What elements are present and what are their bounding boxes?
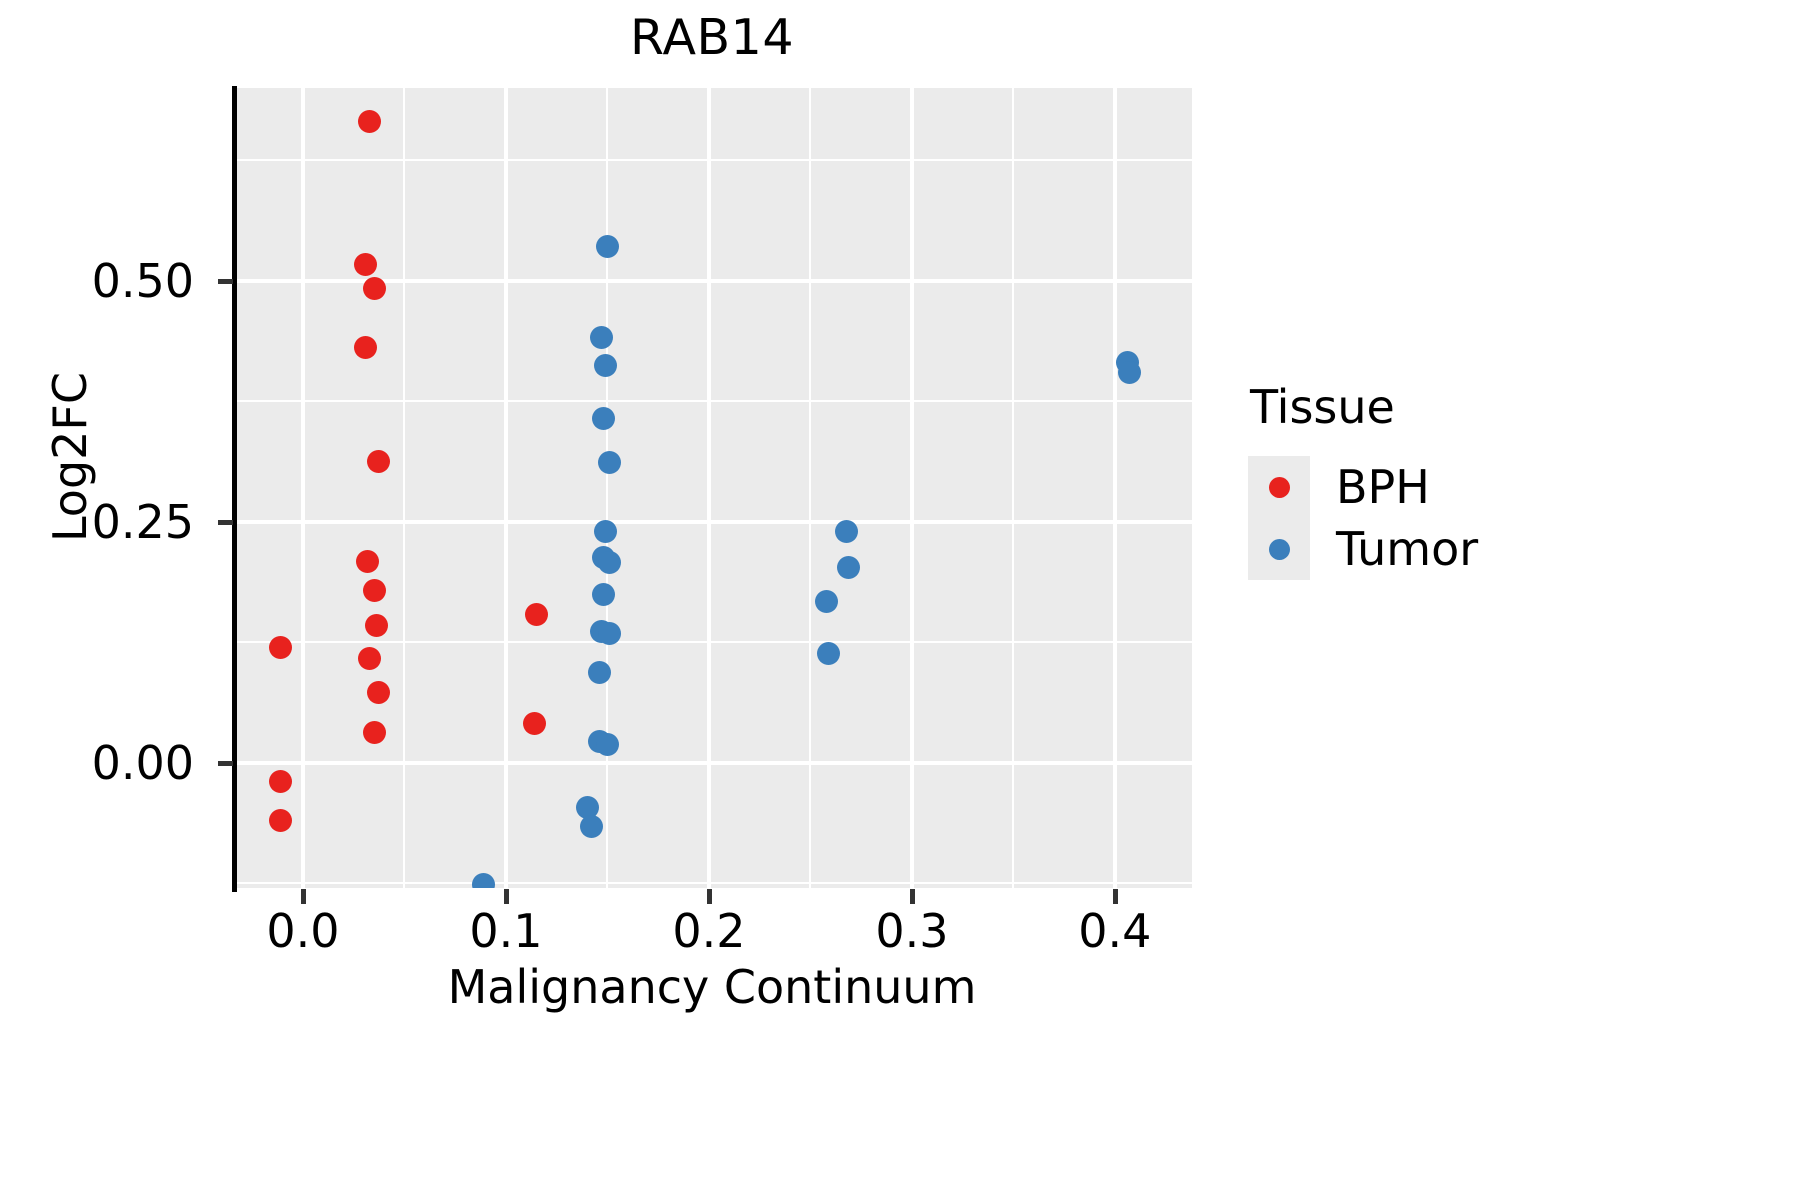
data-point: [593, 519, 617, 543]
gridline-x-major: [909, 88, 914, 888]
data-point: [356, 549, 380, 573]
data-point: [472, 872, 496, 888]
data-point: [589, 326, 613, 350]
x-tick-label: 0.1: [469, 904, 543, 958]
legend-item-label: BPH: [1336, 460, 1430, 514]
data-point: [579, 814, 603, 838]
gridline-y-minor: [236, 641, 1192, 644]
plot-panel: [236, 88, 1192, 888]
gridline-y-minor: [236, 159, 1192, 162]
x-tick-mark: [300, 889, 306, 904]
data-point: [522, 711, 546, 735]
x-tick-label: 0.2: [672, 904, 746, 958]
page-title: RAB14: [629, 9, 795, 66]
gridline-x-minor: [809, 88, 812, 888]
data-point: [358, 647, 382, 671]
data-point: [595, 732, 619, 756]
data-point: [362, 578, 386, 602]
legend-item-tumor[interactable]: Tumor: [1248, 518, 1678, 580]
legend-key-swatch: [1248, 456, 1310, 518]
gridline-x-major: [503, 88, 508, 888]
legend-item-bph[interactable]: BPH: [1248, 456, 1678, 518]
x-tick-label: 0.0: [266, 904, 340, 958]
data-point: [817, 642, 841, 666]
gridline-y-major: [236, 760, 1192, 765]
gridline-x-major: [706, 88, 711, 888]
data-point: [835, 519, 859, 543]
y-tick-label: 0.25: [91, 494, 194, 549]
data-point: [269, 635, 293, 659]
x-tick-mark: [1112, 889, 1118, 904]
data-point: [269, 769, 293, 793]
y-tick-mark: [218, 760, 233, 766]
data-point: [597, 550, 621, 574]
data-point: [587, 660, 611, 684]
gridline-x-minor: [1012, 88, 1015, 888]
data-point: [575, 795, 599, 819]
data-point: [364, 614, 388, 638]
data-point: [837, 555, 861, 579]
data-point: [354, 252, 378, 276]
gridline-x-major: [300, 88, 305, 888]
x-tick-mark: [706, 889, 712, 904]
gridline-x-minor: [606, 88, 609, 888]
data-point: [597, 622, 621, 646]
y-tick-mark: [218, 278, 233, 284]
x-tick-mark: [909, 889, 915, 904]
x-tick-label: 0.4: [1078, 904, 1152, 958]
legend-point-icon: [1268, 538, 1290, 560]
legend-items: BPH Tumor: [1248, 456, 1678, 580]
y-tick-label: 0.00: [91, 735, 194, 790]
y-axis-line: [232, 86, 237, 892]
x-tick-label: 0.3: [875, 904, 949, 958]
data-point: [595, 234, 619, 258]
data-point: [354, 335, 378, 359]
data-point: [269, 809, 293, 833]
gridline-y-major: [236, 519, 1192, 524]
gridline-y-minor: [236, 882, 1192, 885]
legend-key-swatch: [1248, 518, 1310, 580]
x-tick-mark: [503, 889, 509, 904]
gridline-x-major: [1112, 88, 1117, 888]
legend-item-label: Tumor: [1336, 522, 1479, 576]
data-point: [591, 582, 615, 606]
legend-title: Tissue: [1250, 380, 1395, 434]
data-point: [524, 602, 548, 626]
gridline-y-major: [236, 278, 1192, 283]
legend: Tissue BPH Tumor: [1248, 380, 1678, 580]
data-point: [1117, 360, 1141, 384]
data-point: [366, 680, 390, 704]
y-tick-label: 0.50: [91, 253, 194, 308]
data-point: [362, 276, 386, 300]
y-tick-mark: [218, 519, 233, 525]
data-point: [362, 721, 386, 745]
legend-point-icon: [1268, 476, 1290, 498]
data-point: [593, 354, 617, 378]
data-point: [597, 451, 621, 475]
gridline-y-minor: [236, 400, 1192, 403]
data-point: [815, 590, 839, 614]
data-point: [358, 110, 382, 134]
x-axis-title: Malignancy Continuum: [447, 960, 977, 1014]
gridline-x-minor: [403, 88, 406, 888]
data-point: [591, 407, 615, 431]
data-point: [366, 449, 390, 473]
y-axis-title: Log2FC: [43, 372, 97, 543]
